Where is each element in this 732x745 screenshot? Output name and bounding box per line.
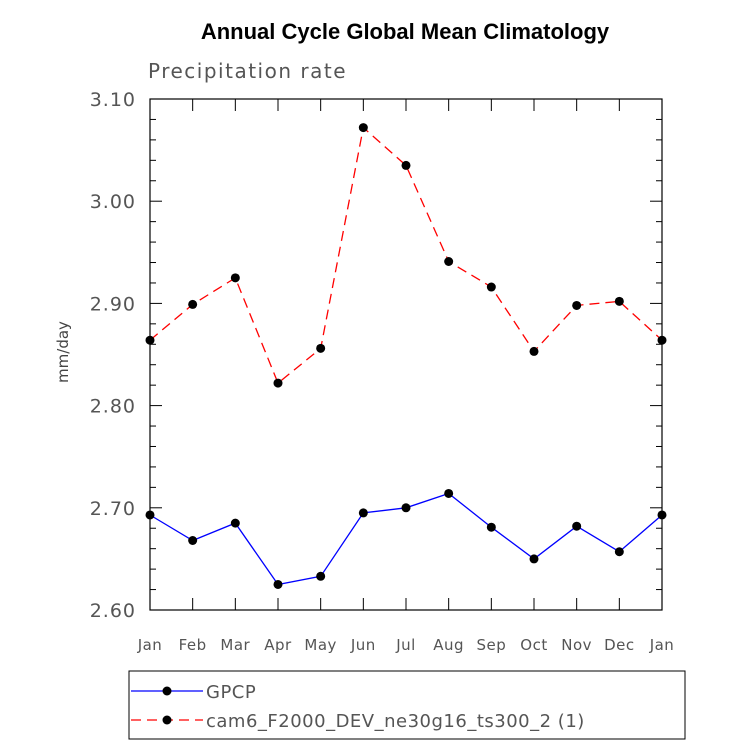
series-0-point — [145, 510, 155, 520]
legend-label-gpcp: GPCP — [206, 682, 256, 703]
series-0-point — [316, 571, 326, 581]
chart-subtitle: Precipitation rate — [148, 59, 347, 83]
series-0-point — [486, 522, 496, 532]
series-1-point — [486, 282, 496, 292]
series-1-point — [529, 346, 539, 356]
y-tick-label: 3.00 — [90, 191, 136, 213]
series-0-point — [444, 488, 454, 498]
series-1-point — [230, 273, 240, 283]
series-1-point — [444, 256, 454, 266]
series-0-point — [401, 503, 411, 513]
x-tick-label: Nov — [561, 636, 592, 654]
series-1-point — [657, 335, 667, 345]
series-1-point — [273, 378, 283, 388]
series-layer — [145, 123, 667, 589]
y-tick-label: 2.90 — [90, 293, 136, 315]
series-0-point — [230, 518, 240, 528]
series-0-point — [657, 510, 667, 520]
legend-box — [128, 670, 686, 740]
series-1-point — [188, 299, 198, 309]
series-0-point — [273, 579, 283, 589]
series-1-point — [614, 296, 624, 306]
y-axis-label: mm/day — [54, 321, 72, 383]
x-tick-label: Oct — [520, 636, 547, 654]
x-tick-label: Feb — [179, 636, 207, 654]
y-tick-label: 2.70 — [90, 498, 136, 520]
plot-frame — [149, 98, 663, 611]
x-tick-labels: Jan Feb Mar Apr May Jun Jul Aug Sep Oct Nov Dec Jan — [137, 636, 675, 654]
legend-marker-gpcp — [162, 686, 172, 696]
series-1-point — [572, 300, 582, 310]
series-0-point — [572, 521, 582, 531]
legend: GPCP cam6_F2000_DEV_ne30g16_ts300_2 (1) — [128, 670, 686, 740]
x-tick-label: Aug — [433, 636, 464, 654]
x-tick-label: Apr — [264, 636, 292, 654]
legend-marker-cam6 — [162, 715, 172, 725]
x-tick-label: Mar — [220, 636, 250, 654]
x-tick-label: Sep — [476, 636, 506, 654]
y-tick-label: 2.60 — [90, 600, 136, 622]
series-1-point — [358, 123, 368, 133]
series-1-point — [401, 160, 411, 170]
x-tick-label: Jan — [649, 636, 675, 654]
y-tick-label: 2.80 — [90, 396, 136, 418]
series-1-point — [145, 335, 155, 345]
series-0-point — [614, 547, 624, 557]
legend-label-cam6: cam6_F2000_DEV_ne30g16_ts300_2 (1) — [206, 711, 585, 732]
series-0-point — [529, 554, 539, 564]
x-tick-label: May — [304, 636, 337, 654]
y-tick-label: 3.10 — [90, 89, 136, 111]
axis-ticks — [149, 98, 663, 611]
x-tick-label: Dec — [604, 636, 635, 654]
x-tick-label: Jun — [350, 636, 376, 654]
x-tick-label: Jul — [395, 636, 416, 654]
series-0-point — [188, 536, 198, 546]
chart-title: Annual Cycle Global Mean Climatology — [201, 19, 610, 44]
series-0-point — [358, 508, 368, 518]
x-tick-label: Jan — [137, 636, 163, 654]
series-1-point — [316, 343, 326, 353]
y-tick-labels: 2.60 2.70 2.80 2.90 3.00 3.10 — [90, 89, 136, 622]
